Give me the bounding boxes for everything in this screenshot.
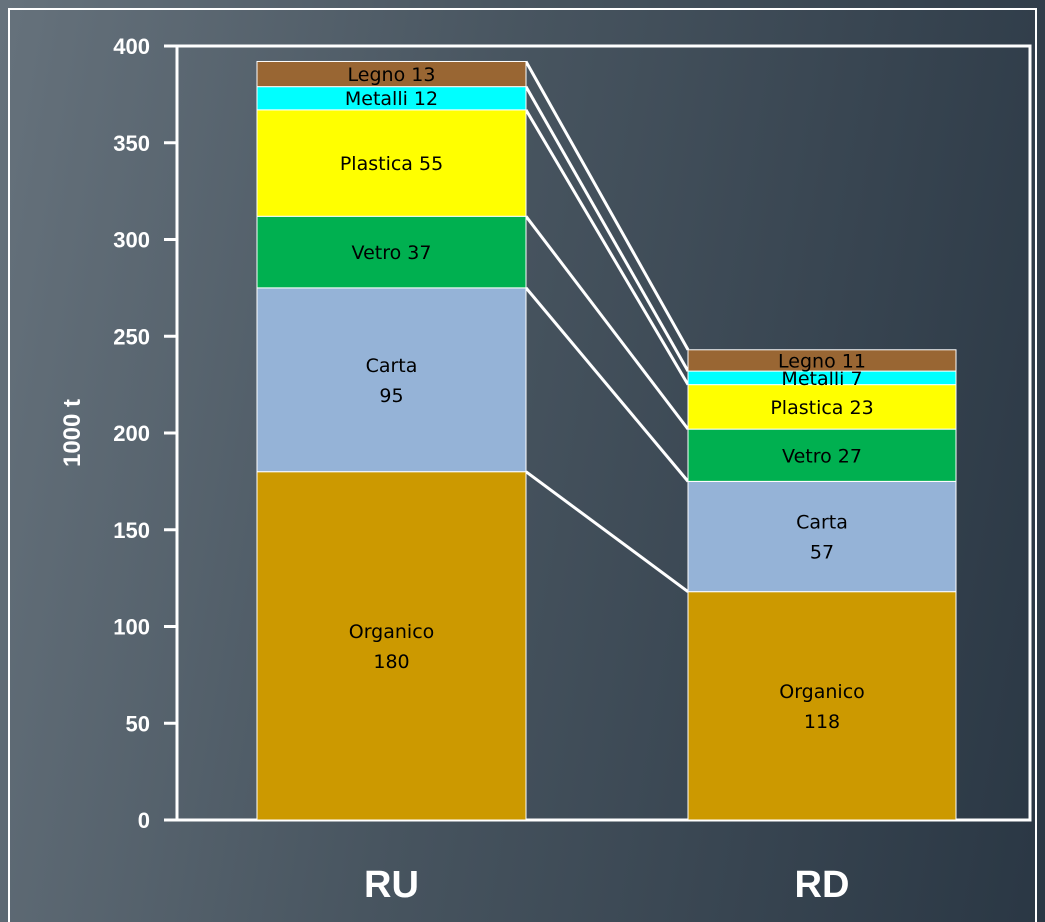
y-tick-label: 350: [113, 131, 150, 156]
y-tick-label: 400: [113, 34, 150, 59]
y-tick-label: 150: [113, 518, 150, 543]
bar-segment-plastica: [256, 109, 527, 217]
category-labels: RU RD: [364, 864, 849, 906]
bar-segment-legno: [687, 349, 957, 372]
category-label: RD: [795, 864, 850, 906]
connector-line: [524, 109, 690, 386]
connector-line: [524, 286, 690, 483]
segment-label: Carta: [796, 512, 848, 534]
bar-segment-organico: [256, 471, 527, 821]
segment-label: 180: [373, 651, 409, 673]
category-label: RU: [364, 864, 419, 906]
segment-label: Metalli 12: [345, 88, 438, 110]
y-tick-label: 100: [113, 615, 150, 640]
bar-segment-vetro: [687, 428, 957, 482]
segment-label: Organico: [349, 621, 435, 643]
segment-label: Legno 11: [778, 350, 866, 372]
connector-lines: [524, 60, 690, 593]
segment-label: Legno 13: [348, 64, 436, 86]
bar-segment-legno: [256, 60, 527, 88]
segment-label: Plastica 55: [340, 153, 443, 175]
segment-label: Vetro 27: [782, 445, 862, 467]
bar-segment-carta: [256, 287, 527, 473]
segment-label: Carta: [366, 355, 418, 377]
y-axis-label: 1000 t: [59, 399, 86, 467]
y-tick-label: 0: [138, 808, 150, 833]
y-tick-label: 50: [126, 711, 150, 736]
segment-label: Vetro 37: [352, 242, 432, 264]
connector-line: [524, 60, 690, 351]
y-tick-label: 250: [113, 324, 150, 349]
connector-line: [524, 215, 690, 431]
y-axis-ticks: 0 50 100 150 200 250 300 350 400: [113, 34, 177, 833]
bar-segment-organico: [687, 591, 957, 821]
connector-line: [524, 85, 690, 372]
connector-line: [525, 470, 689, 593]
y-tick-label: 200: [113, 421, 150, 446]
chart-frame: [8, 8, 1037, 922]
bars: Organico 180 Carta 95 Vetro 37 Plastica 55 Met…: [256, 60, 957, 821]
bar-segment-carta: [687, 480, 957, 593]
segment-label: 118: [804, 711, 840, 733]
bar-segment-vetro: [256, 215, 527, 289]
y-tick-label: 300: [113, 228, 150, 253]
segment-label: 95: [379, 385, 403, 407]
bar-segment-plastica: [687, 384, 957, 430]
segment-label: Metalli 7: [781, 368, 862, 390]
segment-label: Plastica 23: [770, 397, 873, 419]
segment-label: Organico: [779, 681, 865, 703]
segment-label: 57: [810, 542, 834, 564]
